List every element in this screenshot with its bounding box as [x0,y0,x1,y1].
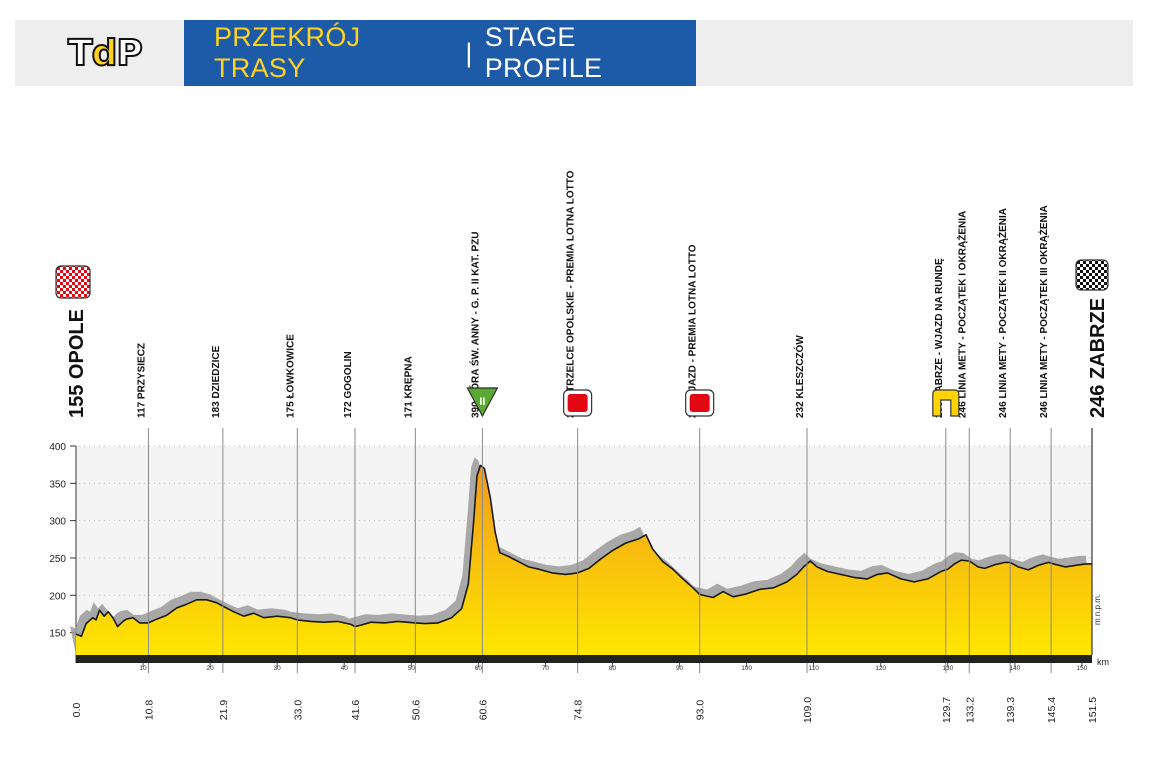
x-tick-label: 130 [942,665,953,672]
tdp-logo: TdP [67,30,144,78]
waypoint-label: 183 DZIEDZICE [211,345,222,418]
x-tick-label: 80 [609,665,617,672]
sprint-icon [567,394,588,412]
y-tick-label: 400 [49,442,66,453]
x-tick-label: 120 [875,665,886,672]
x-tick-label: 140 [1009,665,1020,672]
title-english: STAGE PROFILE [484,22,603,83]
km-distance-label: 10.8 [143,700,155,721]
x-tick-label: 90 [676,665,684,672]
x-tick-label: 20 [207,665,215,672]
waypoint-label: 246 LINIA METY - POCZĄTEK I OKRĄŻENIA [955,211,968,418]
climb-icon [466,387,499,418]
km-distance-label: 93.0 [695,700,707,721]
profile-line [75,464,1092,638]
waypoint-label: 201 UJAZD - PREMIA LOTNA LOTTO [688,244,699,418]
y-axis-label: m n.p.m. [1093,594,1102,625]
x-tick-label: 100 [741,665,752,672]
x-tick-label: 30 [274,665,282,672]
waypoint-label: 390 GÓRA ŚW. ANNY - G. P. II KAT. PZU [468,231,481,418]
waypoint-label: 232 KLESZCZÓW [793,335,806,418]
logo-letter-p: P [115,32,143,75]
y-tick-label: 250 [49,554,66,565]
sprint-icon [689,394,710,412]
km-distance-label: 33.0 [292,700,304,721]
waypoint-label: 246 LINIA METY - POCZĄTEK II OKRĄŻENIA [996,208,1009,418]
waypoint-label: 172 GOGOLIN [343,351,354,418]
y-tick-label: 200 [49,591,66,602]
finish-flag-icon [1075,259,1109,291]
logo-letter-d: d [91,32,119,75]
circuit-icon [932,389,960,417]
x-tick-label: 110 [809,665,820,672]
title-separator: | [465,37,473,68]
start-label: 155 OPOLE [66,309,88,418]
finish-label: 246 ZABRZE [1087,298,1109,418]
km-distance-label: 145.4 [1046,697,1058,723]
km-distance-label: 133.2 [964,697,976,723]
waypoint-label: 235 ZABRZE - WJAZD NA RUNDĘ [934,258,945,418]
km-distance-label: 41.6 [350,700,362,721]
km-distance-label: 129.7 [941,697,953,723]
waypoint-label: 246 LINIA METY - POCZĄTEK III OKRĄŻENIA [1037,205,1050,418]
km-axis-bar [76,655,1092,663]
x-tick-label: 150 [1077,665,1088,672]
start-flag-icon [55,265,91,299]
waypoint-label: 171 KRĘPNA [403,356,414,418]
title-polish: PRZEKRÓJ TRASY [214,22,361,83]
km-distance-label: 21.9 [218,700,230,721]
waypoint-label: 239 STRZELCE OPOLSKIE - PREMIA LOTNA LOT… [566,170,577,418]
profile-area [76,465,1092,655]
km-distance-label: 60.6 [477,700,489,721]
x-tick-label: 70 [542,665,550,672]
x-axis-label: km [1097,657,1109,667]
km-distance-label: 139.3 [1005,697,1017,723]
km-distance-label: 74.8 [573,700,585,721]
x-tick-label: 60 [475,665,483,672]
y-tick-label: 150 [49,629,66,640]
logo-letter-t: T [67,32,94,75]
km-distance-label: 151.5 [1087,697,1099,723]
waypoint-label: 117 PRZYSIECZ [136,343,147,418]
km-distance-label: 50.6 [410,700,422,721]
title-banner: PRZEKRÓJ TRASY | STAGE PROFILE [184,20,696,86]
waypoint-label: 175 ŁOWKOWICE [285,334,296,418]
km-distance-label: 0.0 [71,703,83,718]
y-tick-label: 350 [49,479,66,490]
x-tick-label: 50 [408,665,416,672]
x-tick-label: 10 [139,665,147,672]
km-distance-label: 109.0 [802,697,814,723]
x-tick-label: 40 [341,665,349,672]
y-tick-label: 300 [49,517,66,528]
climb-category-text: II [479,396,485,408]
